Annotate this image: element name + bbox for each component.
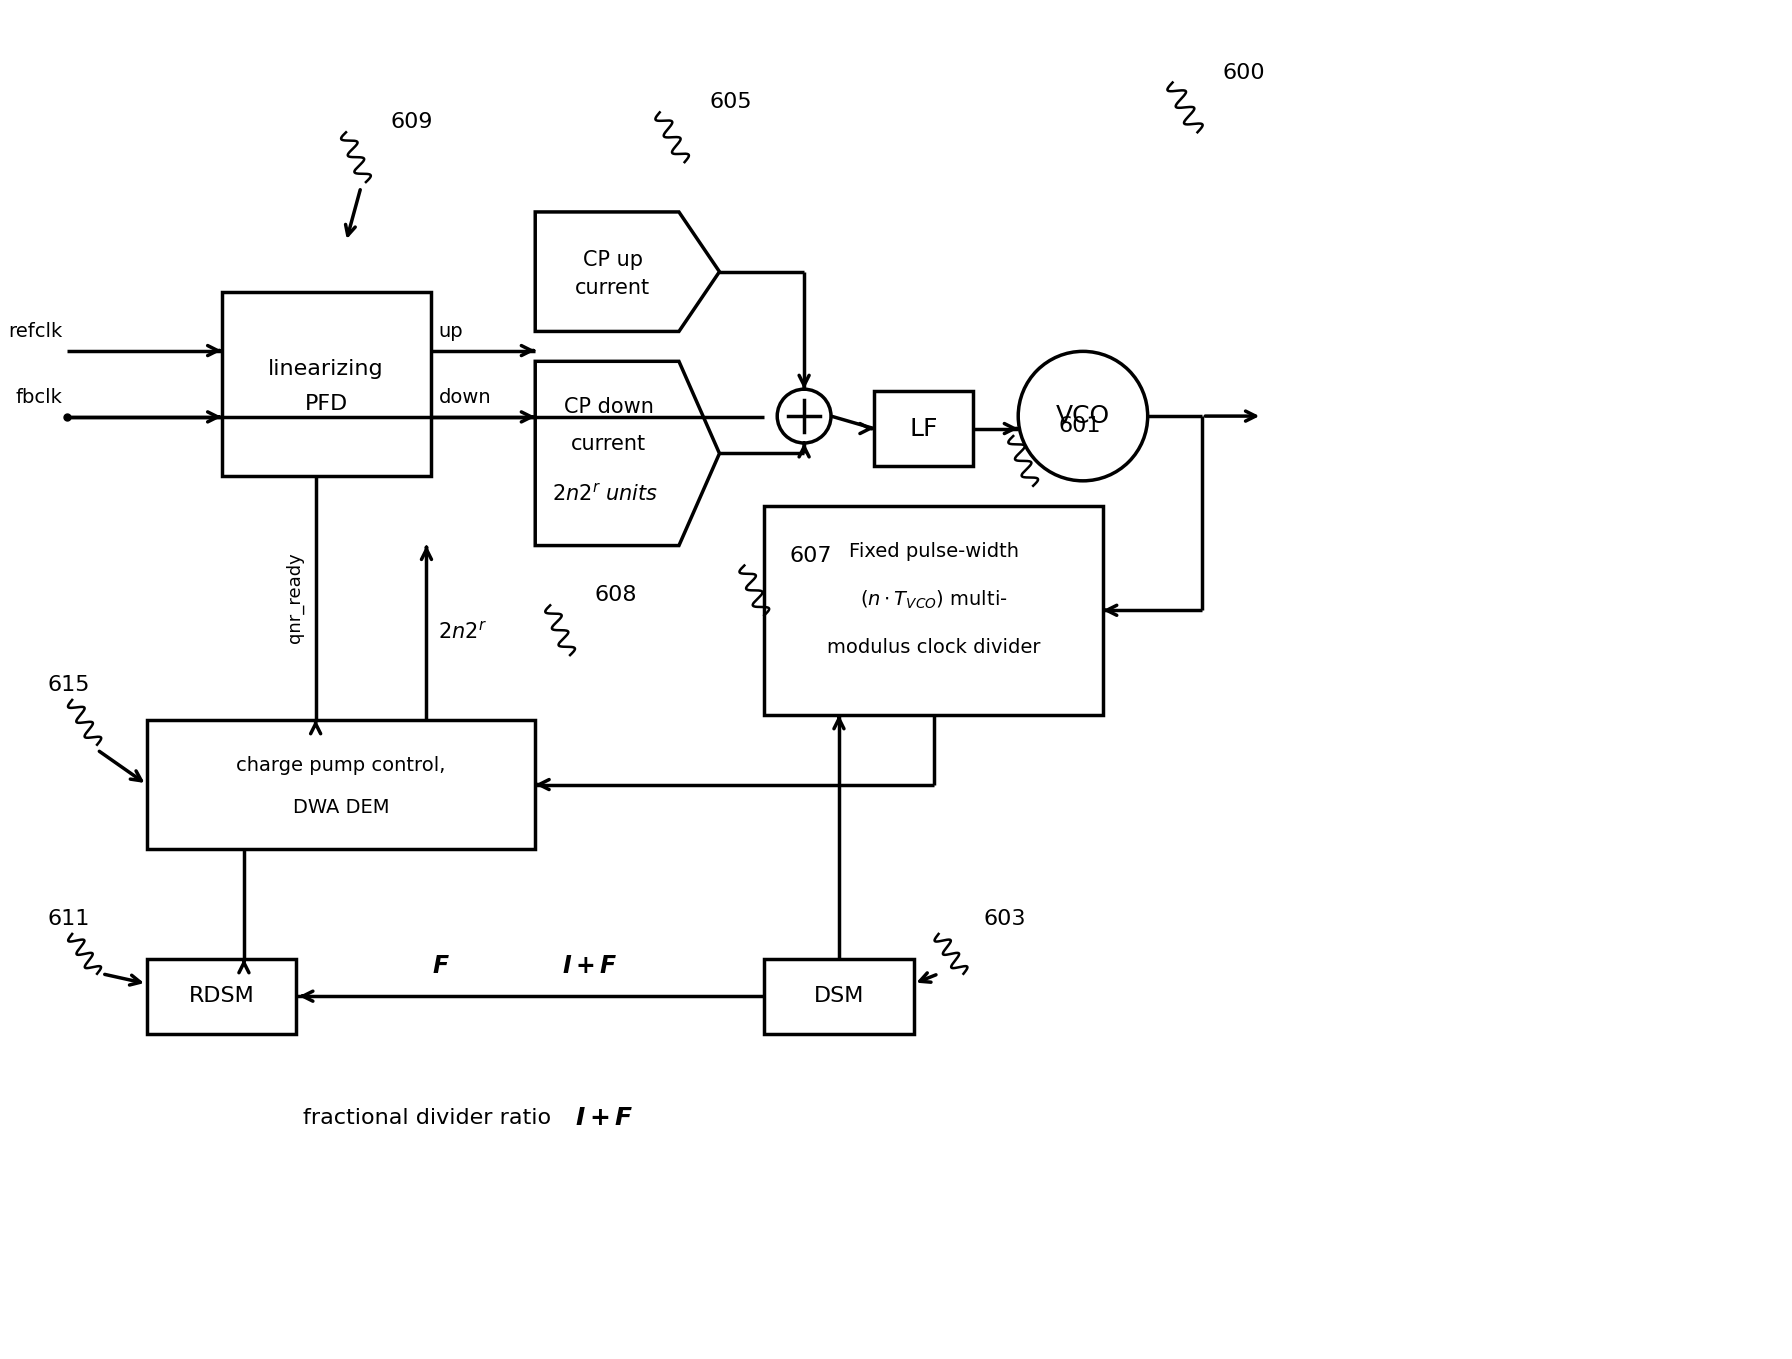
Text: $(n\cdot T_{VCO})$ multi-: $(n\cdot T_{VCO})$ multi- bbox=[860, 588, 1007, 612]
Text: up: up bbox=[439, 322, 464, 341]
Text: 601: 601 bbox=[1057, 416, 1100, 436]
Text: charge pump control,: charge pump control, bbox=[237, 756, 446, 775]
Text: $\boldsymbol{I + F}$: $\boldsymbol{I + F}$ bbox=[575, 1106, 634, 1131]
Text: Fixed pulse-width: Fixed pulse-width bbox=[849, 542, 1018, 561]
Text: $\boldsymbol{I+F}$: $\boldsymbol{I+F}$ bbox=[563, 954, 618, 978]
Text: RDSM: RDSM bbox=[188, 987, 254, 1006]
Text: 603: 603 bbox=[984, 909, 1025, 930]
Text: 607: 607 bbox=[788, 545, 831, 565]
Bar bbox=[147, 720, 536, 849]
Polygon shape bbox=[536, 361, 719, 545]
Text: 605: 605 bbox=[710, 92, 753, 113]
Bar bbox=[222, 292, 430, 476]
Text: current: current bbox=[572, 435, 647, 454]
Text: 615: 615 bbox=[47, 675, 90, 694]
Bar bbox=[763, 506, 1102, 715]
Bar bbox=[874, 391, 973, 466]
Text: CP down: CP down bbox=[564, 397, 654, 417]
Text: qnr_ready: qnr_ready bbox=[285, 553, 303, 643]
Text: 609: 609 bbox=[391, 113, 434, 132]
Text: CP up: CP up bbox=[582, 250, 643, 269]
Text: PFD: PFD bbox=[305, 394, 348, 413]
Bar bbox=[147, 959, 296, 1034]
Text: 600: 600 bbox=[1222, 63, 1265, 83]
Text: 611: 611 bbox=[47, 909, 90, 930]
Text: linearizing: linearizing bbox=[269, 359, 383, 379]
Text: fractional divider ratio: fractional divider ratio bbox=[303, 1108, 564, 1128]
Text: $2n2^r$: $2n2^r$ bbox=[439, 621, 487, 644]
Circle shape bbox=[1018, 352, 1147, 481]
Polygon shape bbox=[536, 212, 719, 332]
Text: $2n2^r$ units: $2n2^r$ units bbox=[552, 482, 658, 506]
Text: DWA DEM: DWA DEM bbox=[292, 798, 389, 817]
Text: LF: LF bbox=[909, 417, 937, 440]
Text: modulus clock divider: modulus clock divider bbox=[826, 639, 1041, 658]
Text: $\boldsymbol{F}$: $\boldsymbol{F}$ bbox=[432, 954, 450, 978]
Text: 608: 608 bbox=[595, 586, 638, 605]
Bar bbox=[763, 959, 914, 1034]
Text: VCO: VCO bbox=[1055, 404, 1109, 428]
Text: fbclk: fbclk bbox=[16, 387, 63, 406]
Text: current: current bbox=[575, 277, 650, 298]
Text: down: down bbox=[439, 387, 491, 406]
Text: DSM: DSM bbox=[814, 987, 864, 1006]
Text: refclk: refclk bbox=[7, 322, 63, 341]
Circle shape bbox=[778, 389, 831, 443]
